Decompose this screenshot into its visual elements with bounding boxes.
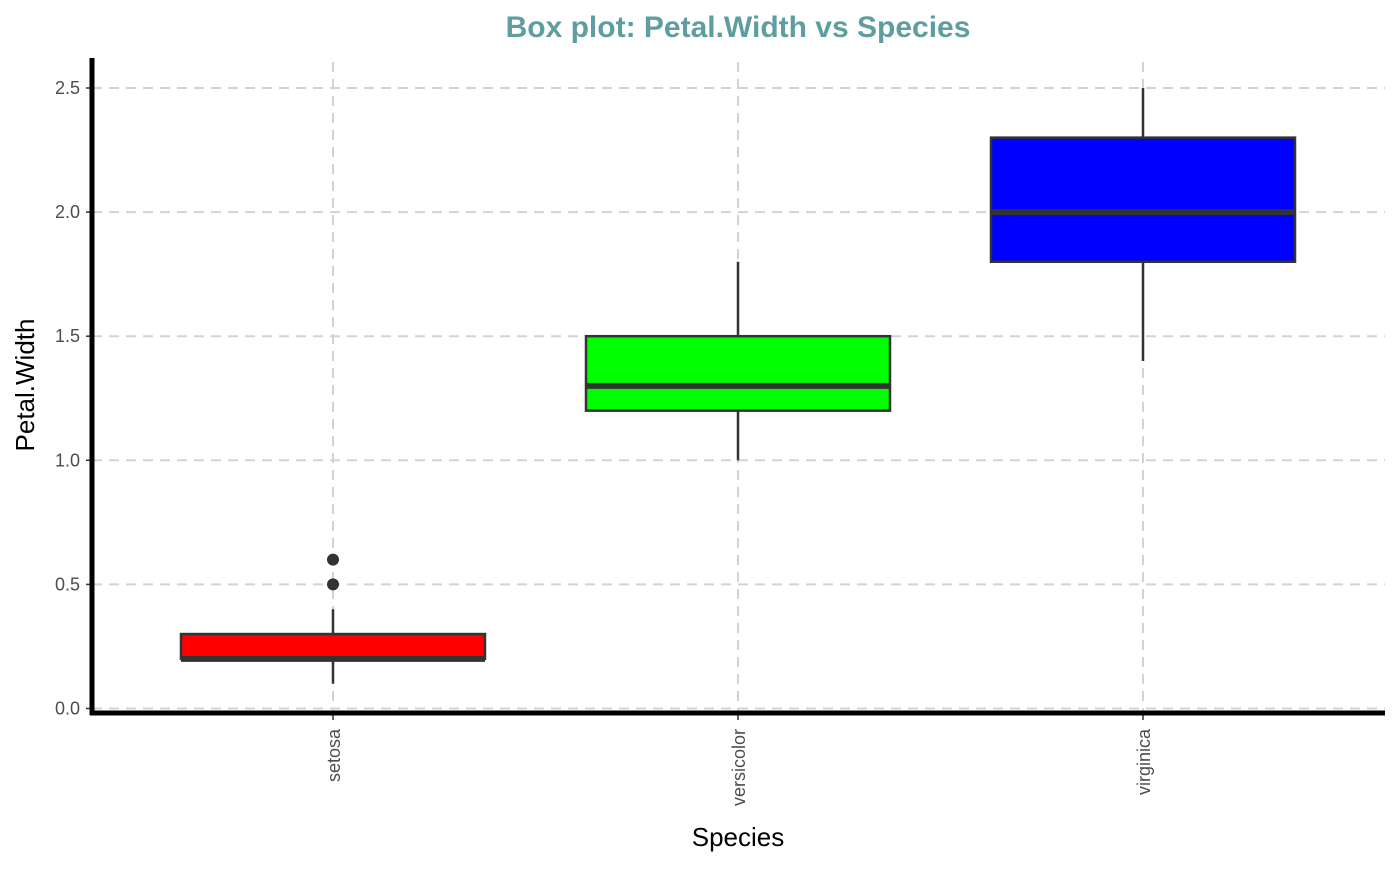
outlier-point	[327, 553, 339, 566]
y-tick-label: 2.0	[55, 202, 80, 222]
y-tick-label: 1.0	[55, 450, 80, 470]
box-versicolor	[584, 261, 892, 461]
box-iqr	[584, 334, 892, 412]
outlier-point	[327, 578, 339, 591]
y-tick-label: 1.5	[55, 326, 80, 346]
y-tick-label: 0.5	[55, 574, 80, 594]
axis-layer	[86, 58, 1385, 720]
y-axis-title: Petal.Width	[10, 319, 40, 452]
x-tick-label: setosa	[324, 728, 344, 782]
x-axis-title: Species	[692, 822, 785, 852]
y-tick-label: 0.0	[55, 699, 80, 719]
box-virginica	[989, 88, 1297, 362]
box-iqr	[989, 136, 1297, 263]
box-iqr	[179, 632, 487, 661]
x-tick-label: virginica	[1134, 728, 1154, 795]
box-setosa	[179, 553, 487, 684]
y-tick-label: 2.5	[55, 78, 80, 98]
chart-title: Box plot: Petal.Width vs Species	[506, 11, 971, 44]
x-tick-label: versicolor	[729, 729, 749, 806]
data-layer	[179, 88, 1297, 684]
label-layer: Box plot: Petal.Width vs Species Species…	[10, 11, 1154, 852]
